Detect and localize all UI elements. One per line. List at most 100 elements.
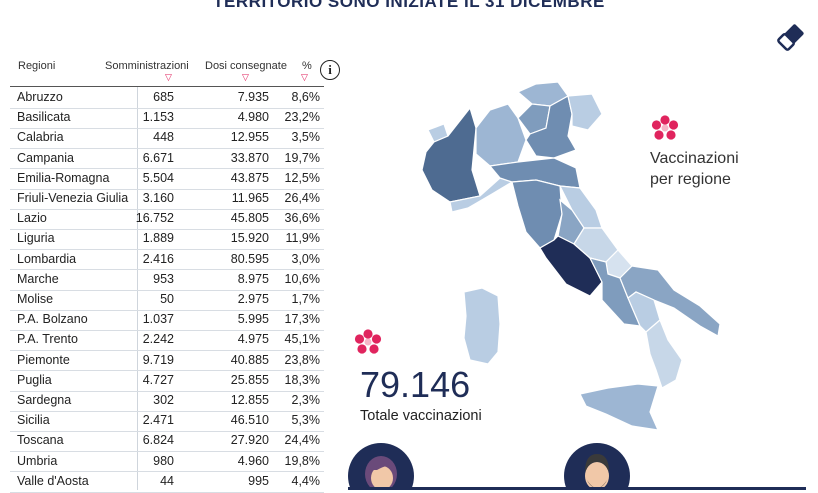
cell-delivered: 2.975 bbox=[237, 292, 269, 306]
column-header-region[interactable]: Regioni bbox=[18, 60, 56, 72]
table-row[interactable]: Campania 6.671 33.870 19,7% bbox=[10, 149, 324, 169]
cell-percent: 23,2% bbox=[284, 110, 320, 125]
eraser-icon[interactable] bbox=[774, 22, 808, 52]
table-row[interactable]: Lombardia 2.416 80.595 3,0% bbox=[10, 250, 324, 270]
cell-region: Valle d'Aosta bbox=[17, 473, 89, 488]
table-row[interactable]: P.A. Bolzano 1.037 5.995 17,3% bbox=[10, 310, 324, 330]
map-region-calabria[interactable] bbox=[645, 318, 683, 389]
cell-percent: 45,1% bbox=[284, 332, 320, 347]
female-avatar-icon bbox=[348, 443, 414, 490]
row-divider bbox=[10, 370, 324, 372]
map-region-toscana[interactable] bbox=[511, 179, 563, 249]
cell-delivered: 12.855 bbox=[230, 393, 269, 407]
cell-delivered: 33.870 bbox=[230, 150, 269, 165]
cell-delivered: 8.975 bbox=[237, 271, 269, 286]
table-row[interactable]: Marche 953 8.975 10,6% bbox=[10, 270, 324, 290]
column-header-administered[interactable]: Somministrazioni bbox=[105, 60, 189, 72]
cell-delivered: 4.980 bbox=[237, 110, 269, 125]
table-header: Regioni Somministrazioni ▽ Dosi consegna… bbox=[10, 54, 324, 86]
cell-percent: 26,4% bbox=[284, 191, 320, 205]
map-region-lazio[interactable] bbox=[539, 235, 603, 297]
cell-delivered: 11.965 bbox=[231, 191, 269, 205]
row-divider bbox=[10, 309, 324, 311]
cell-region: Friuli-Venezia Giulia bbox=[17, 191, 129, 205]
map-region-liguria[interactable] bbox=[449, 177, 514, 213]
cell-delivered: 40.885 bbox=[230, 352, 269, 367]
cell-percent: 5,3% bbox=[291, 413, 321, 428]
total-vaccinations-label: Totale vaccinazioni bbox=[360, 408, 482, 424]
row-divider bbox=[10, 269, 324, 271]
total-vaccinations-value: 79.146 bbox=[360, 364, 471, 405]
cell-administered: 302 bbox=[153, 393, 174, 407]
table-row[interactable]: Emilia-Romagna 5.504 43.875 12,5% bbox=[10, 169, 324, 189]
table-row[interactable]: Lazio 16.752 45.805 36,6% bbox=[10, 209, 324, 229]
cell-administered: 44 bbox=[160, 473, 174, 488]
cell-delivered: 27.920 bbox=[230, 433, 269, 448]
row-divider bbox=[10, 188, 324, 190]
cell-percent: 19,8% bbox=[284, 453, 320, 468]
map-label: Vaccinazioni per regione bbox=[650, 148, 770, 190]
table-row[interactable]: P.A. Trento 2.242 4.975 45,1% bbox=[10, 330, 324, 350]
sort-arrow-icon[interactable]: ▽ bbox=[301, 72, 308, 82]
cell-percent: 1,7% bbox=[291, 292, 321, 306]
sort-arrow-icon[interactable]: ▽ bbox=[165, 72, 172, 82]
cell-administered: 6.671 bbox=[142, 150, 174, 165]
cell-administered: 1.889 bbox=[142, 231, 174, 246]
cell-administered: 685 bbox=[153, 90, 174, 104]
table-row[interactable]: Liguria 1.889 15.920 11,9% bbox=[10, 229, 324, 249]
cell-administered: 1.037 bbox=[142, 312, 174, 327]
table-row[interactable]: Sardegna 302 12.855 2,3% bbox=[10, 391, 324, 411]
cell-percent: 10,6% bbox=[284, 271, 320, 286]
table-row[interactable]: Molise 50 2.975 1,7% bbox=[10, 290, 324, 310]
table-row[interactable]: Basilicata 1.153 4.980 23,2% bbox=[10, 108, 324, 128]
cell-administered: 50 bbox=[160, 292, 174, 306]
table-row[interactable]: Puglia 4.727 25.855 18,3% bbox=[10, 371, 324, 391]
bottom-divider bbox=[348, 487, 806, 490]
column-header-percent[interactable]: % bbox=[302, 60, 312, 72]
map-region-sicilia[interactable] bbox=[579, 383, 659, 431]
cell-percent: 4,4% bbox=[291, 473, 321, 488]
table-row[interactable]: Valle d'Aosta 44 995 4,4% bbox=[10, 472, 324, 492]
map-region-friuli[interactable] bbox=[567, 93, 603, 131]
cell-administered: 2.242 bbox=[142, 332, 174, 347]
flower-icon bbox=[651, 115, 679, 140]
cell-region: Puglia bbox=[17, 372, 52, 387]
cell-administered: 6.824 bbox=[142, 433, 174, 448]
cell-percent: 24,4% bbox=[284, 433, 320, 448]
table-row[interactable]: Umbria 980 4.960 19,8% bbox=[10, 452, 324, 472]
table-row[interactable]: Piemonte 9.719 40.885 23,8% bbox=[10, 351, 324, 371]
cell-region: Sicilia bbox=[17, 413, 50, 428]
map-region-sardegna[interactable] bbox=[463, 287, 501, 365]
row-divider bbox=[10, 410, 324, 412]
cell-region: Sardegna bbox=[17, 393, 72, 407]
cell-delivered: 25.855 bbox=[230, 372, 269, 387]
cell-percent: 3,0% bbox=[291, 251, 321, 266]
table-row[interactable]: Abruzzo 685 7.935 8,6% bbox=[10, 88, 324, 108]
table-row[interactable]: Sicilia 2.471 46.510 5,3% bbox=[10, 411, 324, 431]
cell-administered: 953 bbox=[153, 271, 174, 286]
row-divider bbox=[10, 228, 324, 230]
info-icon[interactable]: i bbox=[320, 60, 340, 80]
column-header-delivered[interactable]: Dosi consegnate bbox=[205, 60, 287, 72]
cell-percent: 19,7% bbox=[284, 150, 320, 165]
table-row[interactable]: Calabria 448 12.955 3,5% bbox=[10, 128, 324, 148]
cell-administered: 1.153 bbox=[142, 110, 174, 125]
map-region-veneto[interactable] bbox=[525, 95, 577, 159]
map-region-lombardia[interactable] bbox=[475, 103, 527, 167]
table-row[interactable]: Friuli-Venezia Giulia 3.160 11.965 26,4% bbox=[10, 189, 324, 209]
cell-delivered: 995 bbox=[248, 473, 269, 488]
cell-region: Umbria bbox=[17, 453, 58, 468]
cell-percent: 23,8% bbox=[284, 352, 320, 367]
row-divider bbox=[10, 390, 324, 392]
map-label-line2: per regione bbox=[650, 171, 731, 188]
cell-region: Campania bbox=[17, 150, 74, 165]
cell-percent: 12,5% bbox=[284, 170, 320, 185]
cell-region: Lazio bbox=[17, 211, 47, 226]
row-divider bbox=[10, 107, 324, 109]
sort-arrow-icon[interactable]: ▽ bbox=[242, 72, 249, 82]
table-row[interactable]: Toscana 6.824 27.920 24,4% bbox=[10, 431, 324, 451]
map-region-piemonte[interactable] bbox=[421, 106, 481, 203]
cell-percent: 3,5% bbox=[291, 130, 321, 145]
cell-administered: 448 bbox=[153, 130, 174, 145]
cell-region: P.A. Trento bbox=[17, 332, 78, 347]
